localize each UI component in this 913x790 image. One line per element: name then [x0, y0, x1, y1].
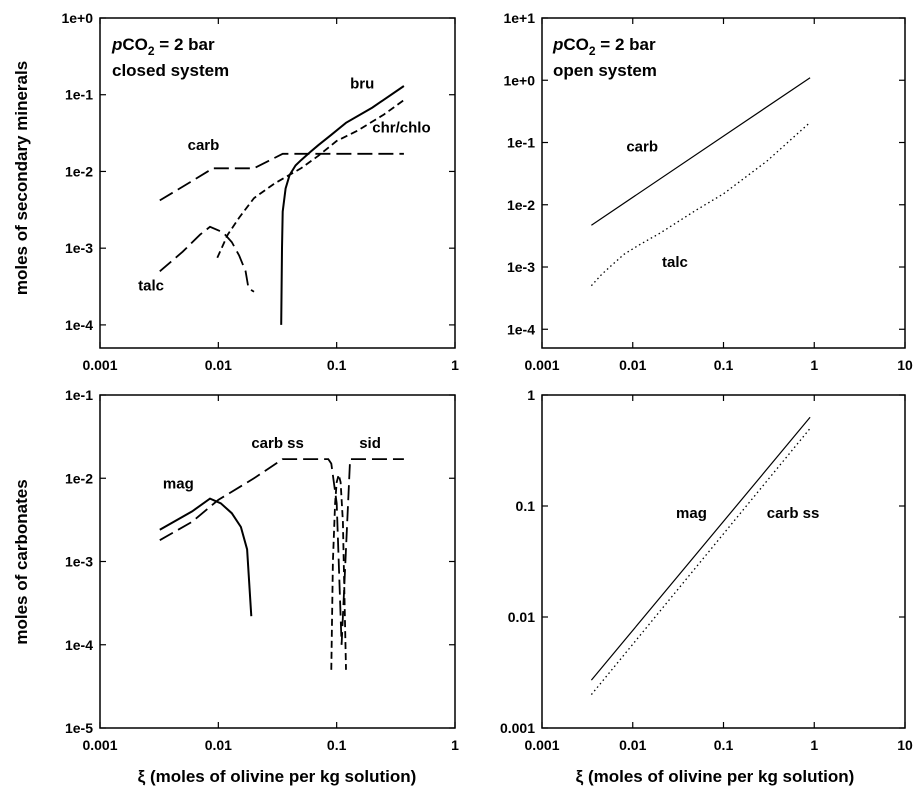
annotation-label: bru: [350, 76, 374, 93]
y-tick-label: 1e-1: [65, 387, 93, 403]
y-tick-label: 1e-4: [65, 637, 93, 653]
y-axis-label-top: moles of secondary minerals: [12, 61, 31, 295]
y-tick-label: 1e-1: [65, 87, 93, 103]
series-line-talc: [159, 225, 255, 293]
annotation-label: carb ss: [767, 505, 820, 522]
y-tick-label: 0.001: [500, 720, 535, 736]
x-tick-label: 0.001: [524, 737, 559, 753]
series-line-carb-ss: [159, 458, 404, 645]
x-tick-label: 0.01: [205, 357, 232, 373]
series-line-sid: [330, 471, 347, 670]
y-tick-label: 1e-1: [507, 135, 535, 151]
y-tick-label: 1e+0: [503, 72, 535, 88]
annotation-label: talc: [662, 254, 688, 271]
y-tick-label: 1: [527, 387, 535, 403]
y-tick-label: 1e-3: [65, 554, 93, 570]
y-tick-label: 0.1: [516, 498, 536, 514]
panel-title-line: closed system: [112, 61, 229, 80]
series-line-mag: [590, 416, 811, 681]
x-tick-label: 10: [897, 357, 913, 373]
panel-title-line: pCO2 = 2 bar: [552, 35, 656, 58]
panel-title-line: pCO2 = 2 bar: [111, 35, 215, 58]
series-line-talc: [590, 121, 811, 287]
y-tick-label: 1e-3: [65, 240, 93, 256]
plot-frame: [99, 17, 456, 349]
y-tick-label: 1e-4: [65, 317, 93, 333]
y-axis-label-bottom: moles of carbonates: [12, 479, 31, 644]
plot-frame: [541, 394, 906, 729]
x-tick-label: 1: [451, 357, 459, 373]
series-line-bru: [280, 85, 405, 325]
y-tick-label: 0.01: [508, 609, 535, 625]
x-axis-label-left: ξ (moles of olivine per kg solution): [138, 767, 417, 786]
panel-4: 0.001 0.01 0.1 1 10 0.001 0.01 0.1 1 mag carb ss: [500, 387, 913, 753]
x-axis-label-right: ξ (moles of olivine per kg solution): [576, 767, 855, 786]
annotation-label: talc: [138, 278, 164, 295]
y-tick-label: 1e-2: [65, 470, 93, 486]
annotation-label: carb ss: [251, 435, 304, 452]
series-line-chr-chlo: [216, 99, 405, 259]
x-tick-label: 0.01: [619, 737, 646, 753]
x-tick-label: 0.001: [82, 737, 117, 753]
panel-1: 0.001 0.01 0.1 1 1e-4 1e-3 1e-2 1e-1 1e+0 bru chr/…: [61, 10, 459, 373]
series-line-mag: [159, 497, 253, 617]
annotation-label: mag: [163, 476, 194, 493]
annotation-label: carb: [626, 138, 658, 155]
panel-title-line: open system: [553, 61, 657, 80]
x-tick-label: 1: [451, 737, 459, 753]
y-tick-label: 1e-5: [65, 720, 93, 736]
y-tick-label: 1e-4: [507, 321, 535, 337]
x-tick-label: 1: [810, 357, 818, 373]
x-tick-label: 0.1: [327, 737, 347, 753]
x-tick-label: 0.01: [205, 737, 232, 753]
annotation-label: chr/chlo: [372, 120, 430, 137]
x-tick-label: 0.1: [327, 357, 347, 373]
y-tick-label: 1e+0: [61, 10, 93, 26]
series-line-carb: [591, 77, 811, 226]
annotation-label: sid: [359, 435, 381, 452]
y-tick-label: 1e-2: [65, 163, 93, 179]
x-tick-label: 0.01: [619, 357, 646, 373]
y-tick-label: 1e+1: [503, 10, 535, 26]
x-tick-label: 0.1: [714, 737, 734, 753]
annotation-label: mag: [676, 505, 707, 522]
annotation-label: carb: [188, 137, 220, 154]
series-line-carb-ss: [590, 427, 811, 696]
y-tick-label: 1e-3: [507, 259, 535, 275]
x-tick-label: 0.001: [524, 357, 559, 373]
series-line-carb: [159, 152, 404, 202]
x-tick-label: 10: [897, 737, 913, 753]
panel-3: 0.001 0.01 0.1 1 1e-5 1e-4 1e-3 1e-2 1e-1 mag carb…: [65, 387, 459, 753]
x-tick-label: 1: [810, 737, 818, 753]
y-tick-label: 1e-2: [507, 197, 535, 213]
panel-2: 0.001 0.01 0.1 1 10 1e-4 1e-3 1e-2 1e-1 1e+0 1e+1 c…: [503, 10, 913, 373]
x-tick-label: 0.001: [82, 357, 117, 373]
x-tick-label: 0.1: [714, 357, 734, 373]
